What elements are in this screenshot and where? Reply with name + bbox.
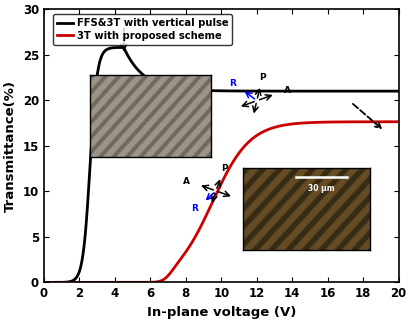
3T with proposed scheme: [103, 280, 108, 284]
Text: A: A: [182, 177, 189, 185]
3T with proposed scheme: [351, 120, 356, 124]
FFS&3T with vertical pulse: [396, 89, 401, 93]
Text: R: R: [229, 79, 236, 88]
FFS&3T with vertical pulse: [389, 89, 394, 93]
3T with proposed scheme: [193, 234, 198, 238]
FFS&3T with vertical pulse: [351, 89, 356, 93]
X-axis label: In-plane voltage (V): In-plane voltage (V): [147, 306, 296, 319]
Legend: FFS&3T with vertical pulse, 3T with proposed scheme: FFS&3T with vertical pulse, 3T with prop…: [53, 14, 232, 45]
FFS&3T with vertical pulse: [121, 46, 126, 49]
FFS&3T with vertical pulse: [178, 87, 182, 90]
3T with proposed scheme: [389, 120, 394, 124]
Text: A: A: [284, 86, 291, 95]
Text: R: R: [192, 204, 198, 213]
FFS&3T with vertical pulse: [103, 48, 108, 52]
Line: FFS&3T with vertical pulse: FFS&3T with vertical pulse: [44, 47, 399, 282]
3T with proposed scheme: [396, 120, 401, 124]
Y-axis label: Transmittance(%): Transmittance(%): [4, 80, 17, 212]
3T with proposed scheme: [178, 258, 182, 262]
Line: 3T with proposed scheme: 3T with proposed scheme: [44, 122, 399, 282]
FFS&3T with vertical pulse: [193, 88, 198, 92]
3T with proposed scheme: [42, 280, 46, 284]
Text: P: P: [259, 73, 266, 81]
FFS&3T with vertical pulse: [42, 280, 46, 284]
3T with proposed scheme: [82, 280, 87, 284]
FFS&3T with vertical pulse: [82, 241, 87, 245]
Text: P: P: [221, 164, 228, 173]
